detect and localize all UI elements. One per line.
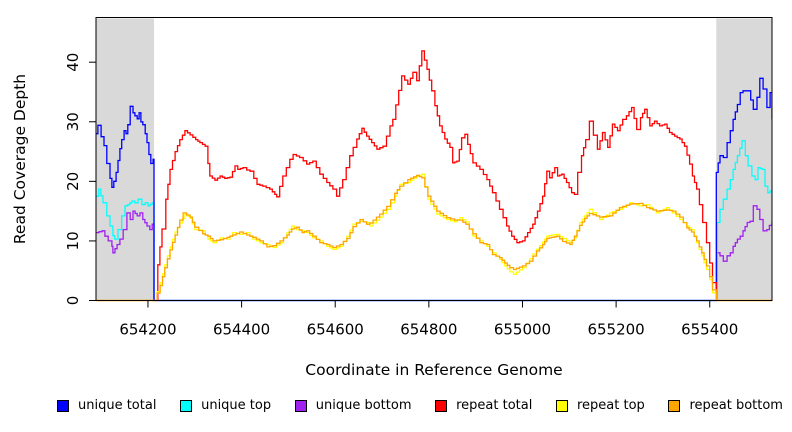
legend-label: repeat top (577, 398, 645, 413)
legend-item-unique-total: unique total (57, 398, 156, 413)
y-tick-label: 40 (64, 53, 82, 72)
y-tick-label: 20 (64, 172, 82, 191)
unique-total-swatch-icon (57, 399, 69, 412)
legend-label: repeat total (456, 398, 533, 413)
series-repeat-top (96, 173, 772, 302)
series-repeat-total (96, 50, 772, 302)
series-repeat-bottom (96, 174, 772, 302)
legend-item-unique-bottom: unique bottom (294, 398, 412, 413)
plot-box (95, 17, 773, 301)
legend-item-repeat-total: repeat total (435, 398, 532, 413)
unique-bottom-swatch-icon (294, 399, 307, 412)
legend-label: unique total (78, 398, 157, 413)
axes: 654200 654400 654600 654800 655000 655200 6554… (64, 17, 773, 339)
repeat-total-swatch-icon (435, 399, 448, 412)
legend-item-repeat-top: repeat top (556, 398, 645, 413)
y-tick-label: 30 (64, 112, 82, 131)
series-unique-bottom (96, 205, 772, 302)
legend-label: repeat bottom (689, 398, 783, 413)
x-tick-label: 654200 (119, 321, 176, 339)
legend: unique total unique top unique bottom re… (57, 398, 783, 413)
y-axis-title: Read Coverage Depth (11, 74, 29, 244)
legend-label: unique bottom (315, 398, 412, 413)
x-tick-label: 654600 (307, 321, 364, 339)
y-tick-label: 10 (64, 231, 82, 250)
shaded-regions (96, 18, 772, 301)
repeat-top-swatch-icon (556, 399, 568, 412)
x-tick-label: 654400 (213, 321, 270, 339)
series-unique-top (96, 140, 772, 302)
series-unique-total (96, 77, 772, 302)
shaded-region (96, 18, 155, 301)
legend-item-repeat-bottom: repeat bottom (668, 398, 783, 413)
repeat-bottom-swatch-icon (668, 399, 681, 412)
unique-top-swatch-icon (180, 399, 193, 412)
series-lines (96, 50, 772, 302)
x-tick-label: 655200 (587, 321, 644, 339)
x-tick-label: 654800 (400, 321, 457, 339)
plot-canvas: 654200 654400 654600 654800 655000 655200 6554… (11, 17, 773, 379)
x-tick-label: 655000 (494, 321, 551, 339)
shaded-region (716, 18, 772, 301)
x-axis-title: Coordinate in Reference Genome (305, 361, 562, 379)
legend-item-unique-top: unique top (180, 398, 271, 413)
x-tick-label: 655400 (681, 321, 738, 339)
legend-label: unique top (201, 398, 272, 413)
y-tick-label: 0 (64, 296, 82, 306)
